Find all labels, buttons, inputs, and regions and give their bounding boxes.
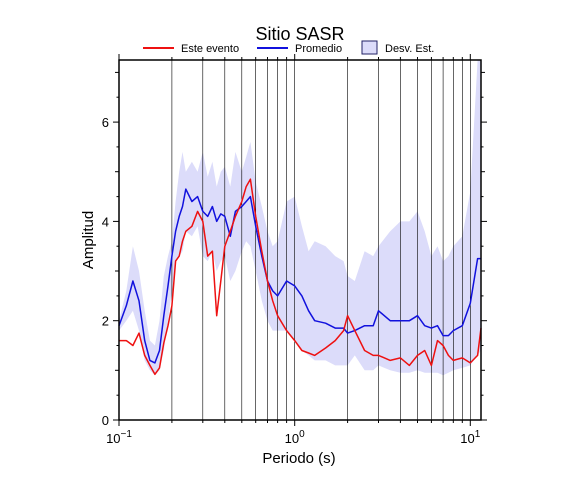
y-tick-label: 2	[102, 314, 109, 329]
x-tick-label: 101	[460, 429, 480, 446]
legend-label-promedio: Promedio	[295, 43, 342, 55]
series-layer	[118, 178, 482, 376]
x-axis-label: Periodo (s)	[262, 450, 335, 467]
chart-title: Sitio SASR	[255, 24, 344, 44]
legend-label-desv-est: Desv. Est.	[385, 43, 434, 55]
plot-area: 10−1 100 101 0 2 4 6	[102, 54, 487, 446]
std-band	[119, 60, 481, 376]
y-tick-label: 4	[102, 214, 109, 229]
y-axis-label: Amplitud	[80, 211, 97, 269]
grid-layer	[171, 60, 471, 420]
tick-layer: 10−1 100 101 0 2 4 6	[102, 54, 487, 446]
legend: Este evento Promedio Desv. Est.	[143, 40, 434, 55]
y-tick-label: 6	[102, 115, 109, 130]
x-tick-label: 100	[285, 429, 305, 446]
legend-label-este-evento: Este evento	[181, 43, 239, 55]
series-line-este-evento	[119, 178, 482, 376]
legend-swatch-desv-est	[361, 40, 378, 55]
std-band-layer	[119, 60, 481, 376]
y-tick-label: 0	[102, 413, 109, 428]
x-tick-label: 10−1	[106, 429, 132, 446]
plot-frame	[118, 59, 482, 421]
